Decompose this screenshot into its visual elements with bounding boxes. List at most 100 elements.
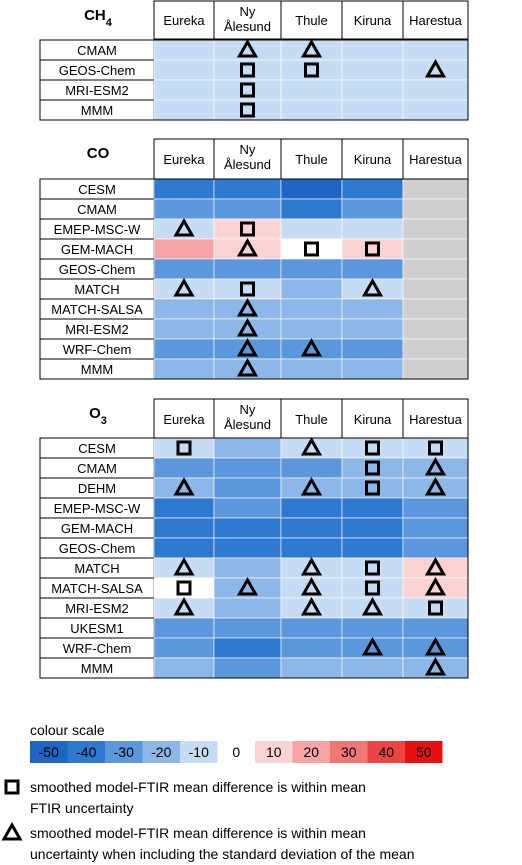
cell-0-4-square-marker <box>428 440 443 456</box>
cell-6-4 <box>402 298 469 320</box>
cell-9-1-triangle-marker <box>236 357 259 377</box>
cell-0-2 <box>280 178 343 200</box>
column-header-4: Harestua <box>409 152 463 167</box>
cell-3-1-square-marker <box>240 102 255 118</box>
row-label: GEM-MACH <box>61 242 133 257</box>
legend-square-text-1: smoothed model-FTIR mean difference is w… <box>30 779 366 795</box>
cell-7-0-square-marker <box>176 580 192 596</box>
cell-3-4 <box>402 99 469 121</box>
cell-3-3 <box>341 99 404 121</box>
cell-1-3-square-marker <box>365 460 380 476</box>
row-label: CMAM <box>77 43 117 58</box>
cell-5-0 <box>153 537 215 559</box>
colour-scale-swatch <box>30 741 68 763</box>
cell-8-2-triangle-marker <box>300 596 323 616</box>
cell-3-3-square-marker <box>365 241 380 257</box>
cell-4-2 <box>280 517 343 539</box>
cell-1-4 <box>402 198 469 220</box>
cell-11-0 <box>153 657 215 679</box>
cell-7-4 <box>402 318 469 340</box>
cell-0-1 <box>213 178 282 200</box>
cell-6-1-triangle-marker <box>236 297 259 317</box>
cell-1-1 <box>213 457 282 479</box>
column-header-1: Ny Ålesund <box>224 402 271 432</box>
row-label: GEOS-Chem <box>59 63 136 78</box>
row-label: GEOS-Chem <box>59 541 136 556</box>
cell-5-2 <box>280 278 343 300</box>
colour-scale-title: colour scale <box>30 722 105 738</box>
legend-triangle-marker <box>1 821 23 841</box>
colour-scale-swatch <box>367 741 405 763</box>
cell-4-3 <box>341 517 404 539</box>
cell-2-0-triangle-marker <box>173 217 195 237</box>
colour-scale-tick: 30 <box>341 744 357 760</box>
column-header-2: Thule <box>295 152 328 167</box>
colour-scale-tick: -30 <box>114 744 134 760</box>
column-header-3: Kiruna <box>354 412 392 427</box>
column-header-3: Kiruna <box>354 13 392 28</box>
cell-2-4-triangle-marker <box>424 476 447 496</box>
cell-1-1 <box>213 198 282 220</box>
cell-7-1-triangle-marker <box>236 576 259 596</box>
cell-8-1-triangle-marker <box>236 337 259 357</box>
colour-scale-swatch <box>142 741 180 763</box>
cell-7-0 <box>153 318 215 340</box>
cell-1-1-square-marker <box>240 62 255 78</box>
colour-scale-tick: -10 <box>189 744 209 760</box>
cell-1-3 <box>341 59 404 81</box>
cell-8-4 <box>402 338 469 360</box>
cell-4-0 <box>153 258 215 280</box>
cell-2-0 <box>153 79 215 101</box>
cell-5-3-triangle-marker <box>361 277 384 297</box>
cell-0-2-triangle-marker <box>300 436 323 456</box>
cell-1-4-triangle-marker <box>424 456 447 476</box>
cell-2-1 <box>213 477 282 499</box>
cell-4-4 <box>402 517 469 539</box>
cell-2-2 <box>280 79 343 101</box>
cell-0-1 <box>213 437 282 459</box>
cell-3-1-triangle-marker <box>236 237 259 257</box>
colour-scale-swatch <box>180 741 218 763</box>
row-label: MATCH-SALSA <box>51 302 143 317</box>
cell-5-0-triangle-marker <box>173 277 195 297</box>
cell-1-4-triangle-marker <box>424 58 447 78</box>
colour-scale-tick: 10 <box>266 744 282 760</box>
row-label: EMEP-MSC-W <box>54 222 141 237</box>
column-header-4: Harestua <box>409 13 463 28</box>
row-label: MMM <box>81 661 114 676</box>
legend-square-text-2: FTIR uncertainty <box>30 800 133 816</box>
colour-scale-tick: 40 <box>378 744 394 760</box>
cell-10-1 <box>213 637 282 659</box>
column-header-4: Harestua <box>409 412 463 427</box>
cell-5-4 <box>402 537 469 559</box>
colour-scale-swatch <box>292 741 330 763</box>
legend-triangle-text-2: uncertainty when including the standard … <box>30 846 414 862</box>
colour-scale: colour scale -50 -40 -30 -20 -10 0 10 20 30 40 50 <box>30 722 443 763</box>
cell-6-3-square-marker <box>365 560 380 576</box>
cell-8-4-square-marker <box>428 600 443 616</box>
cell-7-3-square-marker <box>365 580 380 596</box>
cell-0-0-square-marker <box>176 440 192 456</box>
cell-8-3-triangle-marker <box>361 596 384 616</box>
cell-6-2 <box>280 298 343 320</box>
column-header-3: Kiruna <box>354 152 392 167</box>
heatmap-title: CO <box>87 145 110 162</box>
column-header-2: Thule <box>295 13 328 28</box>
legend-triangle-text-1: smoothed model-FTIR mean difference is w… <box>30 825 366 841</box>
cell-6-0 <box>153 298 215 320</box>
column-header-0: Eureka <box>163 412 205 427</box>
cell-7-2 <box>280 318 343 340</box>
cell-8-0-triangle-marker <box>173 596 195 616</box>
colour-scale-swatch <box>105 741 143 763</box>
colour-scale-swatch <box>330 741 368 763</box>
cell-7-3 <box>341 318 404 340</box>
row-label: CESM <box>78 441 116 456</box>
row-label: MRI-ESM2 <box>65 601 129 616</box>
cell-3-4 <box>402 497 469 519</box>
cell-0-1-triangle-marker <box>236 38 259 58</box>
row-label: MATCH <box>74 282 119 297</box>
cell-4-1 <box>213 517 282 539</box>
row-label: MATCH <box>74 561 119 576</box>
cell-10-2 <box>280 637 343 659</box>
cell-7-4-triangle-marker <box>424 576 447 596</box>
